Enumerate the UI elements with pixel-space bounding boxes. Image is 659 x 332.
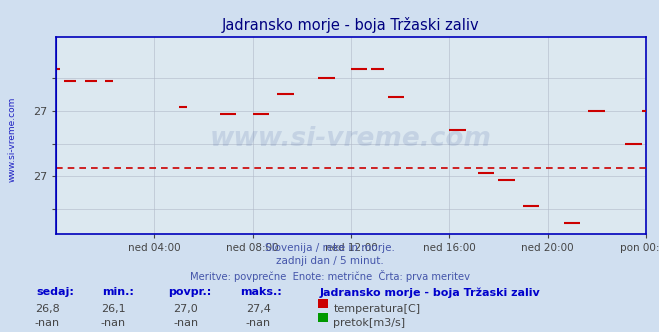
Text: -nan: -nan	[246, 318, 271, 328]
Text: -nan: -nan	[101, 318, 126, 328]
Text: Jadransko morje - boja Tržaski zaliv: Jadransko morje - boja Tržaski zaliv	[320, 287, 540, 298]
Text: www.si-vreme.com: www.si-vreme.com	[8, 97, 17, 182]
Text: sedaj:: sedaj:	[36, 287, 74, 297]
Title: Jadransko morje - boja Tržaski zaliv: Jadransko morje - boja Tržaski zaliv	[222, 17, 480, 33]
Text: Slovenija / reke in morje.: Slovenija / reke in morje.	[264, 243, 395, 253]
Text: pretok[m3/s]: pretok[m3/s]	[333, 318, 405, 328]
Text: temperatura[C]: temperatura[C]	[333, 304, 420, 314]
Text: zadnji dan / 5 minut.: zadnji dan / 5 minut.	[275, 256, 384, 266]
Text: www.si-vreme.com: www.si-vreme.com	[210, 126, 492, 152]
Text: -nan: -nan	[35, 318, 60, 328]
Text: 27,0: 27,0	[173, 304, 198, 314]
Text: -nan: -nan	[173, 318, 198, 328]
Text: 26,8: 26,8	[35, 304, 60, 314]
Text: 27,4: 27,4	[246, 304, 271, 314]
Text: min.:: min.:	[102, 287, 134, 297]
Text: Meritve: povprečne  Enote: metrične  Črta: prva meritev: Meritve: povprečne Enote: metrične Črta:…	[190, 270, 469, 282]
Text: 26,1: 26,1	[101, 304, 126, 314]
Text: povpr.:: povpr.:	[168, 287, 212, 297]
Text: maks.:: maks.:	[241, 287, 282, 297]
